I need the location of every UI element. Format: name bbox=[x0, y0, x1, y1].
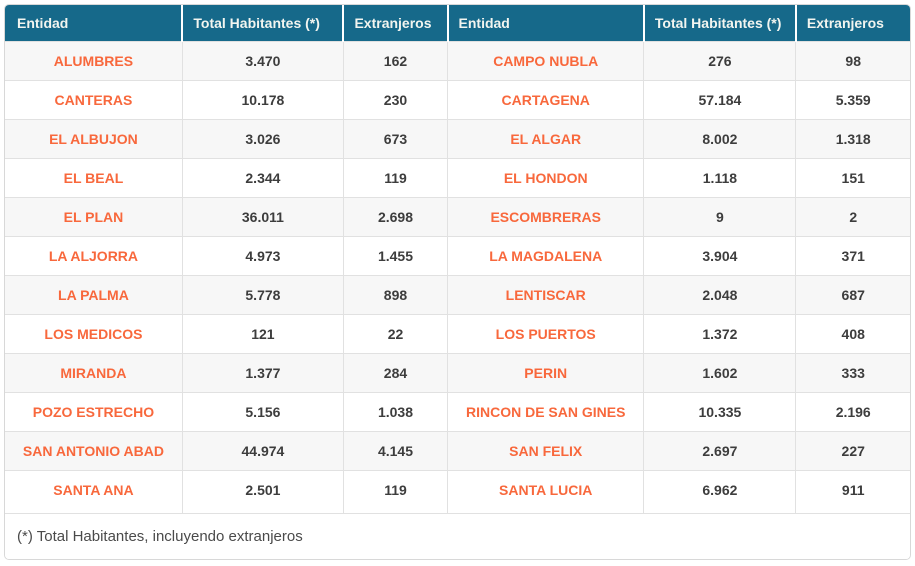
value-cell: 10.178 bbox=[181, 80, 344, 120]
value-cell: 1.318 bbox=[795, 119, 910, 159]
value-cell: 1.038 bbox=[342, 392, 448, 432]
value-cell: 911 bbox=[795, 470, 910, 513]
value-cell: 121 bbox=[181, 314, 344, 354]
value-cell: 371 bbox=[795, 236, 910, 276]
entity-cell: LOS MEDICOS bbox=[5, 314, 183, 354]
value-cell: 1.118 bbox=[643, 158, 796, 198]
entity-cell: LA MAGDALENA bbox=[447, 236, 644, 276]
value-cell: 1.602 bbox=[643, 353, 796, 393]
column-header-total-habitantes-right: Total Habitantes (*) bbox=[642, 5, 796, 42]
table-row: ALUMBRES 3.470 162 CAMPO NUBLA 276 98 bbox=[5, 41, 910, 81]
value-cell: 1.377 bbox=[181, 353, 344, 393]
header-row: Entidad Total Habitantes (*) Extranjeros… bbox=[5, 5, 910, 42]
table-row: LA PALMA 5.778 898 LENTISCAR 2.048 687 bbox=[5, 275, 910, 315]
value-cell: 36.011 bbox=[181, 197, 344, 237]
value-cell: 3.470 bbox=[181, 41, 344, 81]
table-row: POZO ESTRECHO 5.156 1.038 RINCON DE SAN GIN… bbox=[5, 392, 910, 432]
value-cell: 898 bbox=[342, 275, 448, 315]
value-cell: 9 bbox=[643, 197, 796, 237]
value-cell: 6.962 bbox=[643, 470, 796, 513]
entity-cell: LENTISCAR bbox=[447, 275, 644, 315]
value-cell: 151 bbox=[795, 158, 910, 198]
entity-cell: ALUMBRES bbox=[5, 41, 183, 81]
value-cell: 4.145 bbox=[342, 431, 448, 471]
value-cell: 10.335 bbox=[643, 392, 796, 432]
value-cell: 333 bbox=[795, 353, 910, 393]
value-cell: 687 bbox=[795, 275, 910, 315]
footnote: (*) Total Habitantes, incluyendo extranj… bbox=[5, 512, 910, 559]
column-header-extranjeros-left: Extranjeros bbox=[342, 5, 448, 42]
value-cell: 284 bbox=[342, 353, 448, 393]
value-cell: 3.026 bbox=[181, 119, 344, 159]
value-cell: 57.184 bbox=[643, 80, 796, 120]
value-cell: 119 bbox=[342, 470, 448, 513]
entity-cell: EL HONDON bbox=[447, 158, 644, 198]
entity-cell: EL ALBUJON bbox=[5, 119, 183, 159]
table-row: SANTA ANA 2.501 119 SANTA LUCIA 6.962 911 bbox=[5, 470, 910, 513]
entity-cell: EL BEAL bbox=[5, 158, 183, 198]
table-row: CANTERAS 10.178 230 CARTAGENA 57.184 5.359 bbox=[5, 80, 910, 120]
value-cell: 2.501 bbox=[181, 470, 344, 513]
table-row: EL BEAL 2.344 119 EL HONDON 1.118 151 bbox=[5, 158, 910, 198]
table-header: Entidad Total Habitantes (*) Extranjeros… bbox=[5, 5, 910, 42]
entity-cell: SAN ANTONIO ABAD bbox=[5, 431, 183, 471]
table-row: EL ALBUJON 3.026 673 EL ALGAR 8.002 1.318 bbox=[5, 119, 910, 159]
entity-cell: LA PALMA bbox=[5, 275, 183, 315]
table-row: MIRANDA 1.377 284 PERIN 1.602 333 bbox=[5, 353, 910, 393]
entity-cell: SANTA ANA bbox=[5, 470, 183, 513]
table-row: SAN ANTONIO ABAD 44.974 4.145 SAN FELIX 2.69… bbox=[5, 431, 910, 471]
value-cell: 22 bbox=[342, 314, 448, 354]
entity-cell: EL PLAN bbox=[5, 197, 183, 237]
value-cell: 2.697 bbox=[643, 431, 796, 471]
column-header-entidad-right: Entidad bbox=[446, 5, 644, 42]
entity-cell: LOS PUERTOS bbox=[447, 314, 644, 354]
table-body: ALUMBRES 3.470 162 CAMPO NUBLA 276 98 CANTERAS… bbox=[5, 41, 910, 513]
entity-cell: POZO ESTRECHO bbox=[5, 392, 183, 432]
value-cell: 4.973 bbox=[181, 236, 344, 276]
entity-cell: PERIN bbox=[447, 353, 644, 393]
value-cell: 2.048 bbox=[643, 275, 796, 315]
column-header-entidad-left: Entidad bbox=[5, 5, 183, 42]
value-cell: 227 bbox=[795, 431, 910, 471]
value-cell: 5.156 bbox=[181, 392, 344, 432]
value-cell: 673 bbox=[342, 119, 448, 159]
entity-cell: CANTERAS bbox=[5, 80, 183, 120]
value-cell: 230 bbox=[342, 80, 448, 120]
entity-cell: CARTAGENA bbox=[447, 80, 644, 120]
table-row: LOS MEDICOS 121 22 LOS PUERTOS 1.372 408 bbox=[5, 314, 910, 354]
population-table: Entidad Total Habitantes (*) Extranjeros… bbox=[5, 5, 910, 513]
table-row: LA ALJORRA 4.973 1.455 LA MAGDALENA 3.904 371 bbox=[5, 236, 910, 276]
entity-cell: EL ALGAR bbox=[447, 119, 644, 159]
entity-cell: ESCOMBRERAS bbox=[447, 197, 644, 237]
entity-cell: SANTA LUCIA bbox=[447, 470, 644, 513]
value-cell: 3.904 bbox=[643, 236, 796, 276]
value-cell: 1.372 bbox=[643, 314, 796, 354]
value-cell: 2.698 bbox=[342, 197, 448, 237]
entity-cell: MIRANDA bbox=[5, 353, 183, 393]
value-cell: 276 bbox=[643, 41, 796, 81]
population-table-panel: Entidad Total Habitantes (*) Extranjeros… bbox=[4, 4, 911, 560]
value-cell: 8.002 bbox=[643, 119, 796, 159]
column-header-extranjeros-right: Extranjeros bbox=[794, 5, 910, 42]
column-header-total-habitantes-left: Total Habitantes (*) bbox=[181, 5, 344, 42]
value-cell: 2 bbox=[795, 197, 910, 237]
entity-cell: CAMPO NUBLA bbox=[447, 41, 644, 81]
entity-cell: SAN FELIX bbox=[447, 431, 644, 471]
value-cell: 5.359 bbox=[795, 80, 910, 120]
value-cell: 162 bbox=[342, 41, 448, 81]
table-row: EL PLAN 36.011 2.698 ESCOMBRERAS 9 2 bbox=[5, 197, 910, 237]
value-cell: 2.344 bbox=[181, 158, 344, 198]
value-cell: 5.778 bbox=[181, 275, 344, 315]
entity-cell: LA ALJORRA bbox=[5, 236, 183, 276]
value-cell: 2.196 bbox=[795, 392, 910, 432]
value-cell: 98 bbox=[795, 41, 910, 81]
entity-cell: RINCON DE SAN GINES bbox=[447, 392, 644, 432]
value-cell: 119 bbox=[342, 158, 448, 198]
value-cell: 44.974 bbox=[181, 431, 344, 471]
value-cell: 1.455 bbox=[342, 236, 448, 276]
value-cell: 408 bbox=[795, 314, 910, 354]
